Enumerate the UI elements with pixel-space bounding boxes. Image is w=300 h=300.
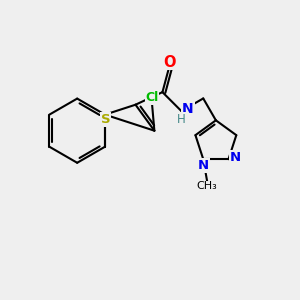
Text: O: O: [163, 55, 176, 70]
Text: N: N: [198, 159, 209, 172]
Text: S: S: [101, 113, 110, 126]
Text: CH₃: CH₃: [197, 182, 218, 191]
Text: N: N: [230, 151, 241, 164]
Text: Cl: Cl: [146, 91, 159, 104]
Text: H: H: [176, 113, 185, 126]
Text: N: N: [182, 102, 194, 116]
